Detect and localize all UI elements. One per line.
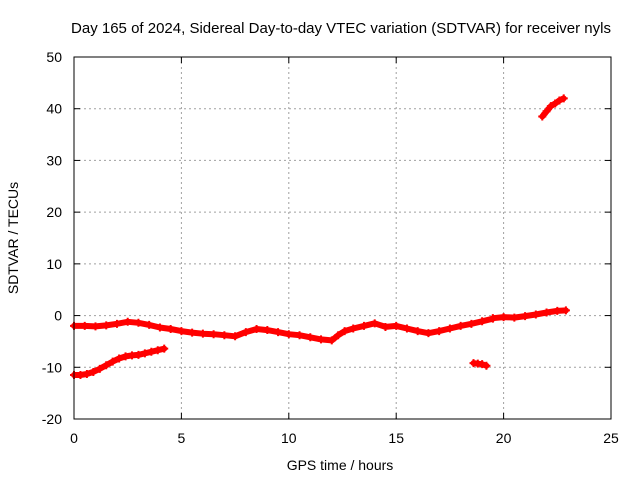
data-point <box>445 324 454 333</box>
data-point <box>155 323 164 332</box>
chart-title: Day 165 of 2024, Sidereal Day-to-day VTE… <box>71 20 611 37</box>
y-tick-label: -10 <box>42 359 62 375</box>
data-point <box>482 361 491 370</box>
x-tick-label: 0 <box>70 430 78 446</box>
data-point <box>349 324 358 333</box>
data-point <box>160 344 169 353</box>
plot-marks <box>70 94 570 380</box>
data-point <box>555 96 564 105</box>
data-point <box>102 321 111 330</box>
data-point <box>456 321 465 330</box>
data-point <box>424 329 433 338</box>
data-point <box>252 325 261 334</box>
data-point <box>112 319 121 328</box>
data-point <box>177 327 186 336</box>
data-point <box>82 370 91 379</box>
data-point <box>91 322 100 331</box>
y-tick-label: 0 <box>54 308 62 324</box>
data-point <box>241 328 250 337</box>
data-point <box>402 324 411 333</box>
data-point <box>134 350 143 359</box>
data-point <box>134 318 143 327</box>
data-point <box>121 352 130 361</box>
data-point <box>209 330 218 339</box>
data-point <box>340 327 349 336</box>
data-point <box>435 327 444 336</box>
data-point <box>551 99 560 108</box>
data-point <box>295 331 304 340</box>
data-point <box>327 336 336 345</box>
data-point <box>80 321 89 330</box>
data-point <box>95 364 104 373</box>
data-point <box>334 331 343 340</box>
data-point <box>488 314 497 323</box>
data-point <box>317 335 326 344</box>
data-point <box>381 322 390 331</box>
data-point <box>108 357 117 366</box>
data-point <box>147 347 156 356</box>
data-point <box>478 317 487 326</box>
x-tick-label: 10 <box>281 430 297 446</box>
x-tick-label: 20 <box>496 430 512 446</box>
data-point <box>413 327 422 336</box>
data-point <box>115 354 124 363</box>
data-point <box>561 306 570 315</box>
data-point <box>359 321 368 330</box>
y-tick-label: 40 <box>46 101 62 117</box>
y-tick-label: 20 <box>46 204 62 220</box>
data-point <box>559 94 568 103</box>
data-point <box>263 326 272 335</box>
plot-frame <box>73 56 612 420</box>
data-point <box>306 333 315 342</box>
data-point <box>102 361 111 370</box>
data-point <box>166 325 175 334</box>
data-point <box>553 306 562 315</box>
axis-ticks: 0 5 10 15 20 25 -20 -10 0 10 20 30 40 50 <box>42 49 619 446</box>
y-tick-label: 50 <box>46 49 62 65</box>
data-point <box>153 346 162 355</box>
data-point <box>76 371 85 380</box>
data-point <box>542 308 551 317</box>
data-point <box>510 313 519 322</box>
data-point <box>220 331 229 340</box>
grid-lines <box>74 57 611 419</box>
x-axis-label: GPS time / hours <box>287 457 394 473</box>
x-tick-label: 5 <box>178 430 186 446</box>
data-point <box>284 330 293 339</box>
data-point <box>140 349 149 358</box>
y-tick-label: 30 <box>46 152 62 168</box>
data-point <box>542 107 551 116</box>
data-point <box>370 319 379 328</box>
data-point <box>546 102 555 111</box>
data-point <box>467 319 476 328</box>
y-tick-label: -20 <box>42 411 62 427</box>
data-point <box>392 321 401 330</box>
data-point <box>231 332 240 341</box>
data-point <box>198 329 207 338</box>
x-tick-label: 25 <box>603 430 619 446</box>
data-point <box>188 328 197 337</box>
y-tick-label: 10 <box>46 256 62 272</box>
data-point <box>521 312 530 321</box>
data-point <box>538 112 547 121</box>
data-point <box>145 320 154 329</box>
data-point <box>123 317 132 326</box>
y-axis-label: SDTVAR / TECUs <box>5 182 21 294</box>
data-point <box>478 360 487 369</box>
data-point <box>499 313 508 322</box>
data-point <box>274 328 283 337</box>
x-tick-label: 15 <box>388 430 404 446</box>
data-point <box>89 367 98 376</box>
data-point <box>531 310 540 319</box>
